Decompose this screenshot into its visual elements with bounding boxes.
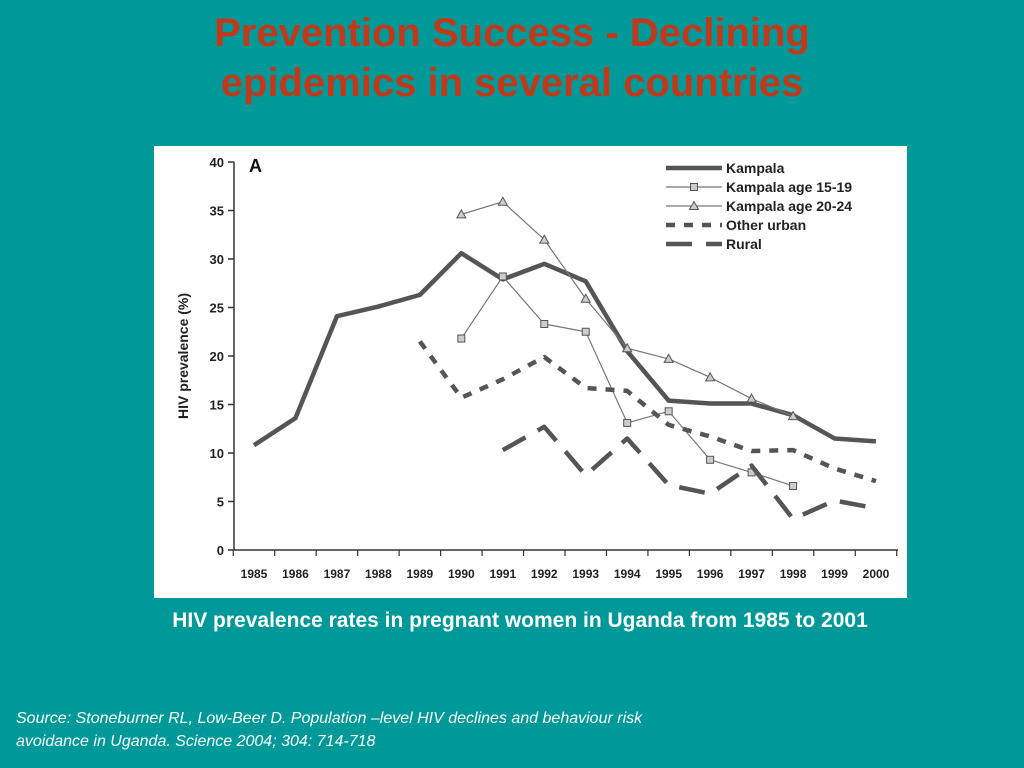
source-citation: Source: Stoneburner RL, Low-Beer D. Popu… (16, 707, 916, 753)
x-tick-label-1999: 1999 (821, 567, 848, 581)
legend-label-other-urban: Other urban (726, 217, 806, 233)
chart-caption: HIV prevalence rates in pregnant women i… (172, 609, 868, 632)
series-point-kampala-age-20-24-1994 (621, 342, 633, 353)
series-point-kampala-age-20-24-1998 (787, 410, 799, 421)
x-tick-label-1995: 1995 (655, 567, 682, 581)
series-point-kampala-age-20-24-1993 (580, 293, 592, 303)
x-tick-label-1996: 1996 (697, 567, 724, 581)
source-line-2: avoidance in Uganda. Science 2004; 304: … (16, 733, 376, 750)
series-point-kampala-age-15-19-1998 (789, 481, 798, 490)
series-point-kampala-age-20-24-1995 (663, 353, 675, 363)
legend-marker-kampala-age-20-24 (688, 200, 700, 210)
y-tick-label-15: 15 (210, 398, 224, 413)
title-line-1: Prevention Success - Declining (214, 11, 810, 55)
series-line-other-urban (418, 340, 877, 484)
legend-label-kampala: Kampala (726, 160, 785, 176)
x-tick-label-1988: 1988 (365, 567, 392, 581)
y-tick-label-35: 35 (210, 204, 224, 219)
y-tick-label-25: 25 (210, 301, 224, 316)
x-tick-label-1992: 1992 (531, 567, 558, 581)
title-line-2: epidemics in several countries (220, 61, 804, 105)
source-line-1: Source: Stoneburner RL, Low-Beer D. Popu… (16, 710, 643, 727)
series-point-kampala-age-20-24-1996 (704, 371, 716, 382)
legend-label-kampala-age-20-24: Kampala age 20-24 (726, 198, 852, 214)
x-tick-label-1994: 1994 (614, 567, 641, 581)
series-point-kampala-age-20-24-1997 (746, 393, 757, 403)
panel-label: A (249, 156, 262, 176)
series-point-kampala-age-15-19-1994 (623, 418, 632, 427)
chart-panel: 0 5 10 15 20 25 30 35 40 1985 1986 1987 1988 1989 1990… (154, 146, 907, 598)
series-point-kampala-age-15-19-1996 (706, 455, 715, 464)
series-line-kampala-age-15-19 (460, 275, 794, 487)
y-tick-label-40: 40 (210, 155, 224, 170)
x-tick-label-1993: 1993 (572, 567, 599, 581)
series-line-kampala-age-20-24 (461, 201, 794, 417)
x-tick-label-1991: 1991 (489, 567, 516, 581)
legend-label-kampala-age-15-19: Kampala age 15-19 (726, 179, 852, 195)
x-tick-label-1989: 1989 (407, 567, 434, 581)
y-tick-label-5: 5 (217, 495, 224, 510)
y-tick-label-0: 0 (217, 543, 224, 558)
y-tick-label-30: 30 (210, 252, 224, 267)
x-tick-label-1997: 1997 (738, 567, 765, 581)
series-line-kampala (252, 250, 877, 448)
y-tick-label-10: 10 (210, 446, 224, 461)
x-tick-label-1986: 1986 (282, 567, 309, 581)
series-point-kampala-age-15-19-1991 (498, 272, 507, 281)
x-tick-label-1998: 1998 (780, 567, 807, 581)
series-point-kampala-age-20-24-1991 (497, 196, 509, 206)
series-point-kampala-age-20-24-1990 (455, 208, 467, 219)
legend-label-rural: Rural (726, 236, 762, 252)
series-point-kampala-age-15-19-1993 (581, 327, 590, 336)
series-point-kampala-age-20-24-1992 (538, 234, 550, 244)
series-point-kampala-age-15-19-1990 (457, 334, 466, 343)
hiv-prevalence-chart: 0 5 10 15 20 25 30 35 40 1985 1986 1987 1988 1989 1990… (175, 155, 898, 581)
legend-marker-kampala-age-15-19 (690, 183, 698, 191)
y-tick-label-20: 20 (210, 349, 224, 364)
series-point-kampala-age-15-19-1992 (540, 319, 549, 328)
y-axis-label: HIV prevalence (%) (175, 293, 191, 419)
series-line-rural (501, 424, 877, 522)
x-tick-label-1990: 1990 (448, 567, 475, 581)
series-point-kampala-age-15-19-1995 (664, 407, 673, 416)
x-tick-label-1987: 1987 (324, 567, 351, 581)
x-tick-label-1985: 1985 (241, 567, 268, 581)
x-tick-label-2000: 2000 (863, 567, 890, 581)
slide-title: Prevention Success - Declining epidemics… (0, 8, 1024, 108)
